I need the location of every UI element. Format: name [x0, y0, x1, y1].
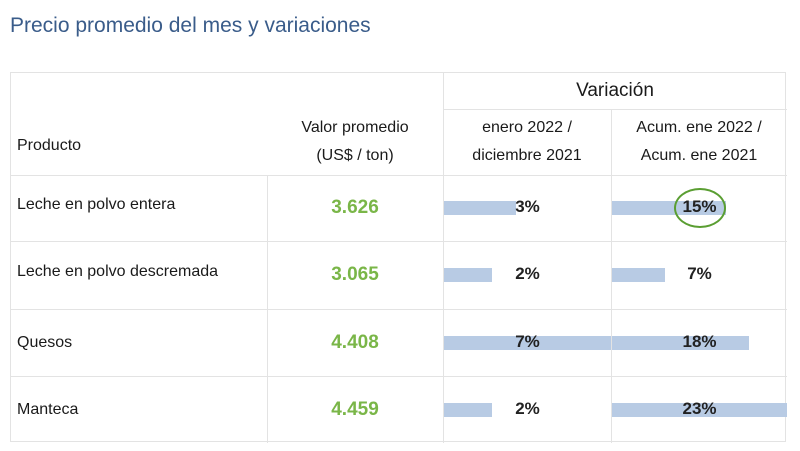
- product-name: Manteca: [17, 400, 79, 418]
- value-header-line2: (US$ / ton): [316, 147, 394, 164]
- average-value: 3.065: [331, 264, 379, 285]
- cumulative-variation-bar: [612, 335, 749, 350]
- row-divider: [443, 109, 787, 110]
- product-name: Leche en polvo descremada: [17, 263, 219, 280]
- average-value: 4.408: [331, 331, 379, 353]
- monthly-variation-header: enero 2022 / diciembre 2021: [443, 109, 611, 175]
- column-divider: [611, 109, 612, 443]
- row-divider: [11, 309, 787, 310]
- row-divider: [11, 175, 787, 176]
- product-column-header: Producto: [17, 137, 82, 154]
- highlight-circle: [673, 188, 726, 228]
- monthly-variation-label: 7%: [515, 331, 540, 351]
- cumulative-header-line2: Acum. ene 2021: [640, 147, 758, 164]
- product-name: Leche en polvo entera: [17, 196, 176, 213]
- row-divider: [11, 241, 787, 242]
- monthly-variation-bar: [444, 335, 611, 350]
- monthly-variation-bar: [444, 402, 492, 417]
- monthly-variation-bar: [444, 268, 492, 282]
- cumulative-header-line1: Acum. ene 2022 /: [636, 119, 762, 136]
- average-value: 3.626: [331, 197, 379, 218]
- cumulative-variation-bar: [612, 268, 665, 282]
- monthly-header-line2: diciembre 2021: [472, 147, 582, 164]
- monthly-header-line1: enero 2022 /: [482, 119, 572, 136]
- monthly-variation-label: 3%: [515, 197, 540, 216]
- product-name: Quesos: [17, 333, 73, 351]
- cumulative-variation-label: 7%: [687, 264, 712, 283]
- monthly-variation-label: 2%: [515, 264, 540, 283]
- cumulative-variation-header: Acum. ene 2022 / Acum. ene 2021: [611, 109, 787, 175]
- page-title: Precio promedio del mes y variaciones: [10, 14, 371, 37]
- cumulative-variation-label: 23%: [682, 398, 717, 418]
- value-header-line1: Valor promedio: [301, 119, 409, 136]
- average-value: 4.459: [331, 398, 379, 420]
- price-table: Variación Producto Valor promedio (US$ /…: [10, 72, 787, 443]
- cumulative-variation-label: 18%: [682, 331, 717, 351]
- row-divider: [11, 376, 787, 377]
- monthly-variation-label: 2%: [515, 398, 540, 418]
- cumulative-variation-bar: [612, 402, 787, 417]
- column-divider: [443, 73, 444, 443]
- value-column-header: Valor promedio (US$ / ton): [267, 109, 443, 175]
- variacion-header: Variación: [576, 80, 654, 101]
- monthly-variation-bar: [444, 201, 516, 215]
